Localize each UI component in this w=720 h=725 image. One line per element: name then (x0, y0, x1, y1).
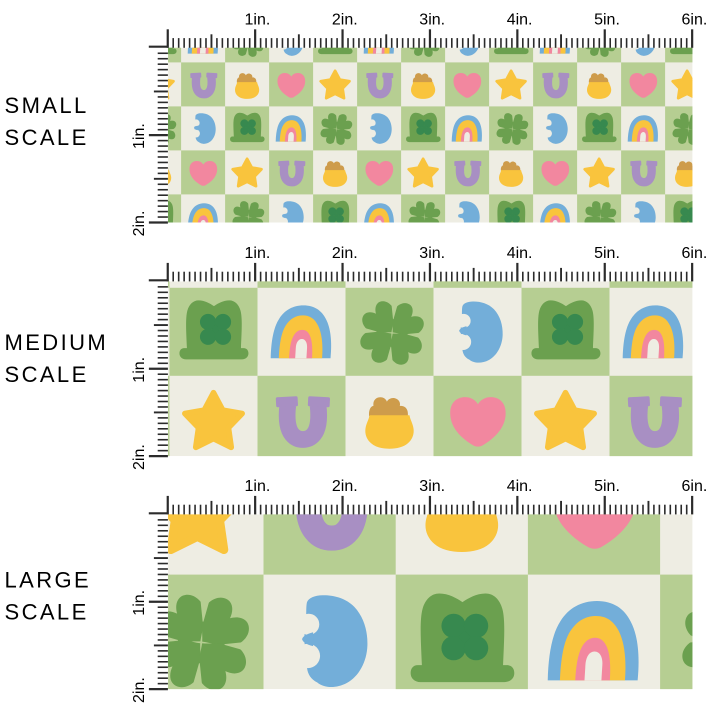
svg-text:3in.: 3in. (419, 245, 445, 262)
svg-text:SCALE: SCALE (5, 125, 89, 150)
svg-text:LARGE: LARGE (5, 568, 92, 593)
svg-text:SCALE: SCALE (5, 362, 89, 387)
svg-text:2in.: 2in. (332, 478, 358, 495)
svg-text:6in.: 6in. (682, 245, 708, 262)
svg-text:SCALE: SCALE (5, 600, 89, 625)
svg-text:1in.: 1in. (131, 590, 148, 616)
svg-text:2in.: 2in. (332, 245, 358, 262)
svg-text:1in.: 1in. (245, 245, 271, 262)
svg-text:2in.: 2in. (332, 11, 358, 28)
svg-text:4in.: 4in. (507, 478, 533, 495)
svg-text:3in.: 3in. (419, 478, 445, 495)
svg-text:1in.: 1in. (245, 11, 271, 28)
svg-text:MEDIUM: MEDIUM (5, 330, 109, 355)
svg-text:1in.: 1in. (245, 478, 271, 495)
svg-text:6in.: 6in. (682, 478, 708, 495)
svg-text:4in.: 4in. (507, 245, 533, 262)
svg-text:5in.: 5in. (594, 245, 620, 262)
svg-text:3in.: 3in. (419, 11, 445, 28)
svg-text:5in.: 5in. (594, 11, 620, 28)
svg-text:2in.: 2in. (131, 444, 148, 470)
svg-text:6in.: 6in. (682, 11, 708, 28)
svg-text:5in.: 5in. (594, 478, 620, 495)
svg-text:2in.: 2in. (131, 211, 148, 237)
svg-text:SMALL: SMALL (5, 93, 89, 118)
svg-text:1in.: 1in. (131, 123, 148, 149)
svg-text:4in.: 4in. (507, 11, 533, 28)
svg-text:2in.: 2in. (131, 677, 148, 703)
svg-text:1in.: 1in. (131, 357, 148, 383)
